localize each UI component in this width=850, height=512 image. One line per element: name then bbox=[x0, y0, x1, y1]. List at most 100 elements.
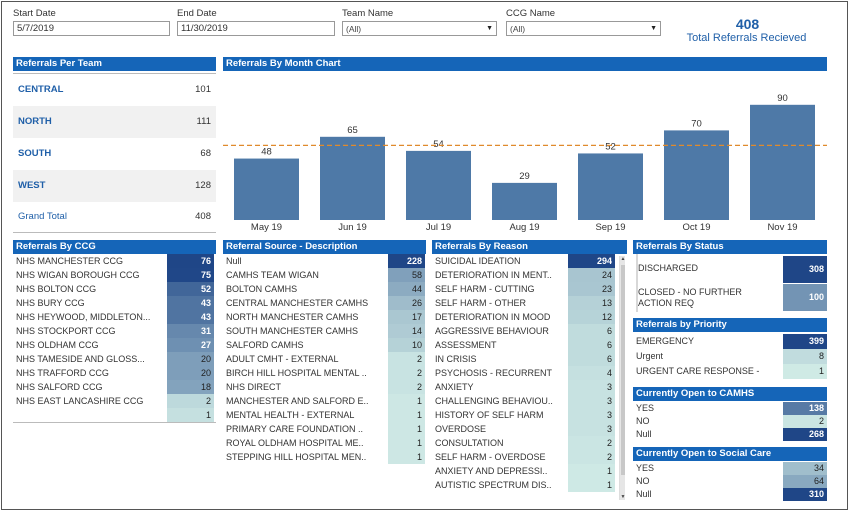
team-row[interactable]: WEST 128 bbox=[13, 170, 216, 202]
bar[interactable] bbox=[578, 153, 643, 220]
table-row[interactable]: BOLTON CAMHS 44 bbox=[223, 282, 426, 296]
row-label: NHS STOCKPORT CCG bbox=[16, 326, 116, 336]
table-row[interactable]: Null 310 bbox=[633, 488, 827, 501]
table-row[interactable]: 1 bbox=[13, 408, 216, 422]
table-row[interactable]: DETERIORATION IN MENT.. 24 bbox=[432, 268, 627, 282]
table-row[interactable]: SELF HARM - OTHER 13 bbox=[432, 296, 627, 310]
team-name: SOUTH bbox=[18, 148, 52, 159]
grand-total-value: 408 bbox=[195, 211, 211, 222]
row-value: 1 bbox=[388, 408, 425, 422]
ccg-name-select[interactable]: (All) ▼ bbox=[506, 21, 661, 36]
table-row[interactable]: MANCHESTER AND SALFORD E.. 1 bbox=[223, 394, 426, 408]
row-value: 1 bbox=[388, 450, 425, 464]
table-row[interactable]: MENTAL HEALTH - EXTERNAL 1 bbox=[223, 408, 426, 422]
bar[interactable] bbox=[664, 130, 729, 220]
table-row[interactable]: CAMHS TEAM WIGAN 58 bbox=[223, 268, 426, 282]
row-label: ROYAL OLDHAM HOSPITAL ME.. bbox=[226, 438, 364, 448]
table-row[interactable]: NHS SALFORD CCG 18 bbox=[13, 380, 216, 394]
scroll-up-icon[interactable]: ▲ bbox=[620, 256, 626, 262]
table-row[interactable]: NHS EAST LANCASHIRE CCG 2 bbox=[13, 394, 216, 408]
table-row[interactable]: SELF HARM - CUTTING 23 bbox=[432, 282, 627, 296]
table-row[interactable]: SUICIDAL IDEATION 294 bbox=[432, 254, 627, 268]
table-row[interactable]: Null 268 bbox=[633, 428, 827, 441]
table-row[interactable]: DETERIORATION IN MOOD 12 bbox=[432, 310, 627, 324]
table-row[interactable]: NHS DIRECT 2 bbox=[223, 380, 426, 394]
row-label: SUICIDAL IDEATION bbox=[435, 256, 521, 266]
table-row[interactable]: YES 138 bbox=[633, 402, 827, 415]
bar[interactable] bbox=[234, 158, 299, 220]
team-value: 68 bbox=[200, 148, 211, 159]
table-row[interactable]: SALFORD CAMHS 10 bbox=[223, 338, 426, 352]
panel-title: Referral Source - Description bbox=[223, 240, 426, 254]
team-row[interactable]: SOUTH 68 bbox=[13, 138, 216, 170]
table-row[interactable]: NO 64 bbox=[633, 475, 827, 488]
row-value: 8 bbox=[783, 349, 827, 364]
table-row[interactable]: HISTORY OF SELF HARM 3 bbox=[432, 408, 627, 422]
bar[interactable] bbox=[750, 104, 815, 220]
table-row[interactable]: NHS WIGAN BOROUGH CCG 75 bbox=[13, 268, 216, 282]
table-row[interactable]: NHS BURY CCG 43 bbox=[13, 296, 216, 310]
table-row[interactable]: DISCHARGED 308 bbox=[638, 256, 827, 284]
table-row[interactable]: STEPPING HILL HOSPITAL MEN.. 1 bbox=[223, 450, 426, 464]
table-row[interactable]: BIRCH HILL HOSPITAL MENTAL .. 2 bbox=[223, 366, 426, 380]
table-row[interactable]: NHS STOCKPORT CCG 31 bbox=[13, 324, 216, 338]
table-row[interactable]: AGGRESSIVE BEHAVIOUR 6 bbox=[432, 324, 627, 338]
table-row[interactable]: SOUTH MANCHESTER CAMHS 14 bbox=[223, 324, 426, 338]
table-row[interactable]: NHS MANCHESTER CCG 76 bbox=[13, 254, 216, 268]
bar[interactable] bbox=[492, 182, 557, 220]
table-row[interactable]: NHS HEYWOOD, MIDDLETON... 43 bbox=[13, 310, 216, 324]
bar[interactable] bbox=[320, 136, 385, 220]
table-row[interactable]: NHS OLDHAM CCG 27 bbox=[13, 338, 216, 352]
table-row[interactable]: CLOSED - NO FURTHER ACTION REQ 100 bbox=[638, 284, 827, 312]
row-label: URGENT CARE RESPONSE - bbox=[636, 366, 760, 376]
table-row[interactable]: IN CRISIS 6 bbox=[432, 352, 627, 366]
bar-value-label: 70 bbox=[691, 118, 702, 129]
table-row[interactable]: NHS TAMESIDE AND GLOSS... 20 bbox=[13, 352, 216, 366]
grand-total-row: Grand Total 408 bbox=[13, 202, 216, 232]
table-row[interactable]: PRIMARY CARE FOUNDATION .. 1 bbox=[223, 422, 426, 436]
table-row[interactable]: CHALLENGING BEHAVIOU.. 3 bbox=[432, 394, 627, 408]
reason-scrollbar[interactable]: ▲ ▼ bbox=[619, 256, 625, 500]
row-label: NHS HEYWOOD, MIDDLETON... bbox=[16, 312, 151, 322]
table-row[interactable]: AUTISTIC SPECTRUM DIS.. 1 bbox=[432, 478, 627, 492]
table-row[interactable]: NHS BOLTON CCG 52 bbox=[13, 282, 216, 296]
table-row[interactable]: YES 34 bbox=[633, 462, 827, 475]
x-tick-label: Jul 19 bbox=[426, 222, 451, 233]
table-row[interactable]: PSYCHOSIS - RECURRENT 4 bbox=[432, 366, 627, 380]
table-row[interactable]: ROYAL OLDHAM HOSPITAL ME.. 1 bbox=[223, 436, 426, 450]
table-row[interactable]: CONSULTATION 2 bbox=[432, 436, 627, 450]
end-date-label: End Date bbox=[177, 8, 217, 19]
table-row[interactable]: ANXIETY 3 bbox=[432, 380, 627, 394]
table-row[interactable]: URGENT CARE RESPONSE - 1 bbox=[633, 364, 827, 379]
bar[interactable] bbox=[406, 150, 471, 220]
row-value: 75 bbox=[167, 268, 214, 282]
table-row[interactable]: SELF HARM - OVERDOSE 2 bbox=[432, 450, 627, 464]
team-row[interactable]: CENTRAL 101 bbox=[13, 74, 216, 106]
chevron-down-icon: ▼ bbox=[650, 25, 657, 32]
table-row[interactable]: OVERDOSE 3 bbox=[432, 422, 627, 436]
table-row[interactable]: EMERGENCY 399 bbox=[633, 334, 827, 349]
table-row[interactable]: ADULT CMHT - EXTERNAL 2 bbox=[223, 352, 426, 366]
row-label: NHS BURY CCG bbox=[16, 298, 85, 308]
start-date-input[interactable]: 5/7/2019 bbox=[13, 21, 170, 36]
table-row[interactable]: ANXIETY AND DEPRESSI.. 1 bbox=[432, 464, 627, 478]
table-row[interactable]: NO 2 bbox=[633, 415, 827, 428]
panel-title: Currently Open to CAMHS bbox=[633, 387, 827, 401]
table-row[interactable]: Urgent 8 bbox=[633, 349, 827, 364]
grand-total-label: Grand Total bbox=[18, 211, 67, 222]
table-row[interactable]: NORTH MANCHESTER CAMHS 17 bbox=[223, 310, 426, 324]
scroll-down-icon[interactable]: ▼ bbox=[620, 494, 626, 500]
team-row[interactable]: NORTH 111 bbox=[13, 106, 216, 138]
team-name-select[interactable]: (All) ▼ bbox=[342, 21, 497, 36]
table-row[interactable]: ASSESSMENT 6 bbox=[432, 338, 627, 352]
row-value: 43 bbox=[167, 310, 214, 324]
table-row[interactable]: Null 228 bbox=[223, 254, 426, 268]
scrollbar-thumb[interactable] bbox=[621, 265, 625, 475]
row-value: 24 bbox=[568, 268, 615, 282]
table-row[interactable]: NHS TRAFFORD CCG 20 bbox=[13, 366, 216, 380]
row-value: 4 bbox=[568, 366, 615, 380]
end-date-input[interactable]: 11/30/2019 bbox=[177, 21, 335, 36]
table-row[interactable]: CENTRAL MANCHESTER CAMHS 26 bbox=[223, 296, 426, 310]
row-label: NO bbox=[636, 416, 650, 426]
panel-title: Referrals By Status bbox=[633, 240, 827, 254]
